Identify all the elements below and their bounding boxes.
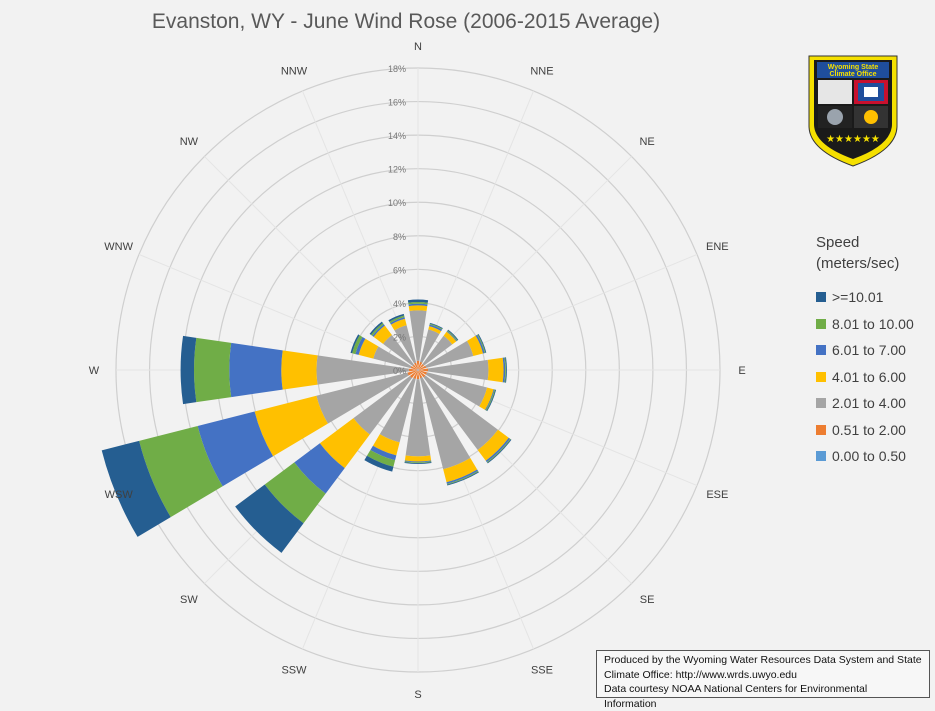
direction-label-E: E bbox=[738, 365, 745, 377]
legend-item: >=10.01 bbox=[816, 284, 934, 311]
wind-bar-W-8.01 to 10.00 bbox=[194, 338, 231, 402]
source-note: Produced by the Wyoming Water Resources … bbox=[596, 650, 930, 698]
legend-item: 6.01 to 7.00 bbox=[816, 337, 934, 364]
source-note-line1: Produced by the Wyoming Water Resources … bbox=[604, 653, 922, 668]
legend-item: 8.01 to 10.00 bbox=[816, 311, 934, 338]
radial-tick-label: 8% bbox=[393, 232, 406, 242]
legend-swatch bbox=[816, 372, 826, 382]
legend-swatch bbox=[816, 451, 826, 461]
direction-label-NW: NW bbox=[180, 136, 199, 148]
climate-office-logo: Wyoming State Climate Office ★★★★★★ bbox=[803, 46, 903, 170]
legend-swatch bbox=[816, 345, 826, 355]
legend-title-line1: Speed bbox=[816, 232, 934, 253]
logo-text-line1: Wyoming State bbox=[828, 64, 879, 71]
direction-label-W: W bbox=[89, 365, 100, 377]
direction-label-WSW: WSW bbox=[105, 489, 134, 501]
legend-label: 2.01 to 4.00 bbox=[832, 395, 906, 411]
legend-item: 4.01 to 6.00 bbox=[816, 364, 934, 391]
legend-item: 0.51 to 2.00 bbox=[816, 417, 934, 444]
radial-tick-label: 10% bbox=[388, 198, 406, 208]
direction-label-SSW: SSW bbox=[281, 664, 307, 676]
radial-tick-label: 2% bbox=[393, 332, 406, 342]
wind-bar-E-4.01 to 6.00 bbox=[488, 358, 504, 383]
tools-panel bbox=[818, 80, 852, 104]
radial-tick-label: 6% bbox=[393, 265, 406, 275]
legend-swatch bbox=[816, 319, 826, 329]
direction-label-ESE: ESE bbox=[706, 489, 728, 501]
direction-label-N: N bbox=[414, 41, 422, 53]
legend-title: Speed (meters/sec) bbox=[816, 232, 934, 274]
legend-label: >=10.01 bbox=[832, 289, 883, 305]
radial-tick-label: 16% bbox=[388, 98, 406, 108]
legend-items: >=10.01 8.01 to 10.00 6.01 to 7.00 4.01 to … bbox=[816, 284, 934, 470]
legend-title-line2: (meters/sec) bbox=[816, 253, 934, 274]
radial-tick-label: 4% bbox=[393, 299, 406, 309]
direction-label-S: S bbox=[414, 689, 421, 701]
legend-label: 0.51 to 2.00 bbox=[832, 422, 906, 438]
direction-label-NNW: NNW bbox=[281, 66, 308, 78]
legend-label: 4.01 to 6.00 bbox=[832, 369, 906, 385]
direction-label-SE: SE bbox=[640, 594, 655, 606]
legend: Speed (meters/sec) >=10.01 8.01 to 10.00 6… bbox=[816, 232, 934, 470]
radial-tick-label: 0% bbox=[393, 366, 406, 376]
wind-bar-N-4.01 to 6.00 bbox=[409, 305, 428, 311]
wind-rose-chart: 0% 2% 4% 6% 8% 10% 12% 14% 16% 18% N NNE NE ENE E ESE S… bbox=[0, 0, 812, 703]
logo-text-line2: Climate Office bbox=[829, 71, 876, 78]
direction-label-SW: SW bbox=[180, 594, 198, 606]
direction-label-NE: NE bbox=[639, 136, 654, 148]
radial-tick-label: 12% bbox=[388, 165, 406, 175]
direction-label-SSE: SSE bbox=[531, 664, 553, 676]
legend-swatch bbox=[816, 292, 826, 302]
wind-bars bbox=[102, 300, 512, 553]
legend-label: 8.01 to 10.00 bbox=[832, 316, 914, 332]
logo-stars: ★★★★★★ bbox=[826, 134, 880, 145]
direction-label-WNW: WNW bbox=[104, 241, 133, 253]
legend-item: 2.01 to 4.00 bbox=[816, 390, 934, 417]
wind-bar-W-6.01 to 7.00 bbox=[229, 343, 282, 397]
radial-tick-label: 14% bbox=[388, 131, 406, 141]
wind-bar-W->=10.01 bbox=[181, 336, 197, 404]
direction-label-NNE: NNE bbox=[530, 66, 553, 78]
legend-swatch bbox=[816, 425, 826, 435]
direction-label-ENE: ENE bbox=[706, 241, 729, 253]
legend-label: 0.00 to 0.50 bbox=[832, 448, 906, 464]
legend-label: 6.01 to 7.00 bbox=[832, 342, 906, 358]
legend-item: 0.00 to 0.50 bbox=[816, 443, 934, 470]
source-note-line3: Data courtesy NOAA National Centers for … bbox=[604, 682, 922, 711]
legend-swatch bbox=[816, 398, 826, 408]
source-note-line2: Climate Office: http://www.wrds.uwyo.edu bbox=[604, 668, 922, 683]
radial-tick-label: 18% bbox=[388, 64, 406, 74]
wind-bar-W-4.01 to 6.00 bbox=[281, 350, 317, 389]
